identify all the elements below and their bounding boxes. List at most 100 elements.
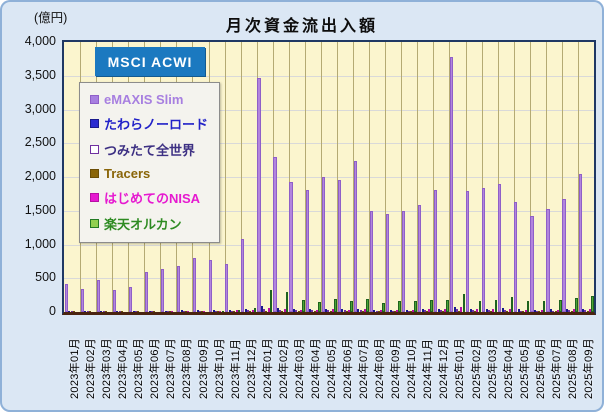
bar-はじめてのNISA [187, 310, 190, 312]
bar-たわらノーロード [180, 310, 183, 312]
bar-eMAXIS Slim [482, 187, 486, 312]
bar-eMAXIS Slim [450, 56, 454, 312]
x-tick-label: 2024年04月 [309, 337, 322, 399]
bar-Tracers [490, 311, 493, 312]
bar-はじめてのNISA [492, 308, 495, 312]
h-gridline [64, 210, 594, 212]
v-gridline [288, 42, 290, 312]
bar-Tracers [442, 311, 445, 312]
legend-swatch-icon [90, 145, 99, 154]
bar-たわらノーロード [277, 307, 280, 312]
y-tick-label: 4,000 [24, 34, 56, 48]
bar-eMAXIS Slim [369, 210, 373, 312]
v-gridline [417, 42, 419, 312]
bar-はじめてのNISA [251, 309, 254, 312]
bar-eMAXIS Slim [530, 216, 534, 312]
y-tick-label: 3,500 [24, 67, 56, 82]
bar-はじめてのNISA [540, 309, 543, 312]
bar-eMAXIS Slim [273, 156, 277, 312]
h-gridline [64, 75, 594, 77]
bar-つみたて全世界 [472, 310, 474, 312]
v-gridline [561, 42, 563, 312]
x-tick-label: 2025年04月 [502, 337, 515, 399]
bar-つみたて全世界 [102, 311, 105, 312]
bar-はじめてのNISA [380, 309, 383, 312]
bar-楽天オルカン [591, 296, 594, 312]
bar-楽天オルカン [285, 292, 289, 312]
bar-たわらノーロード [405, 309, 408, 312]
bar-Tracers [281, 310, 284, 312]
bar-Tracers [538, 311, 541, 312]
bar-はじめてのNISA [556, 309, 559, 312]
bar-eMAXIS Slim [128, 287, 133, 312]
legend-swatch-icon [90, 95, 99, 104]
bar-楽天オルカン [446, 300, 450, 312]
bar-eMAXIS Slim [433, 189, 438, 312]
legend: eMAXIS Slim たわらノーロード つみたて全世界 Tracers はじめてのNI… [79, 82, 220, 243]
x-tick-label: 2023年07月 [165, 337, 178, 399]
bar-はじめてのNISA [315, 309, 318, 312]
bar-つみたて全世界 [327, 309, 330, 312]
bar-eMAXIS Slim [337, 179, 341, 312]
bar-たわらノーロード [485, 308, 488, 312]
bar-たわらノーロード [469, 308, 472, 312]
h-gridline [64, 109, 594, 111]
bar-Tracers [474, 311, 477, 312]
bar-つみたて全世界 [584, 310, 587, 312]
bar-つみたて全世界 [86, 311, 89, 312]
bar-つみたて全世界 [295, 309, 298, 312]
bar-eMAXIS Slim [96, 279, 100, 312]
bar-はじめてのNISA [460, 307, 463, 312]
x-tick-label: 2024年11月 [422, 338, 435, 399]
bar-楽天オルカン [398, 300, 401, 312]
bar-たわらノーロード [550, 309, 553, 312]
bar-たわらノーロード [196, 310, 199, 312]
v-gridline [481, 42, 483, 312]
bar-つみたて全世界 [247, 310, 250, 312]
bar-つみたて全世界 [536, 310, 539, 312]
bar-Tracers [153, 311, 155, 312]
bar-eMAXIS Slim [321, 177, 325, 312]
bar-Tracers [377, 311, 380, 312]
bar-Tracers [249, 310, 252, 312]
v-gridline [449, 42, 451, 312]
bar-eMAXIS Slim [385, 214, 389, 312]
bar-つみたて全世界 [150, 311, 153, 312]
bar-たわらノーロード [582, 308, 585, 312]
bar-楽天オルカン [462, 294, 466, 312]
x-tick-label: 2023年10月 [213, 337, 226, 399]
bar-つみたて全世界 [359, 309, 362, 312]
bar-Tracers [570, 311, 573, 312]
bar-Tracers [297, 311, 300, 312]
v-gridline [353, 42, 355, 312]
x-tick-label: 2024年01月 [261, 337, 274, 399]
bar-eMAXIS Slim [289, 182, 293, 312]
bar-はじめてのNISA [347, 309, 350, 312]
bar-つみたて全世界 [375, 310, 378, 312]
bar-たわらノーロード [501, 308, 504, 312]
bar-Tracers [120, 311, 123, 312]
bar-たわらノーロード [325, 308, 328, 312]
legend-label: たわらノーロード [104, 117, 209, 132]
bar-はじめてのNISA [331, 309, 334, 312]
x-tick-label: 2023年02月 [85, 337, 98, 399]
v-gridline [577, 42, 579, 312]
x-tick-label: 2024年07月 [358, 337, 371, 399]
bar-Tracers [201, 311, 204, 312]
bar-Tracers [329, 311, 332, 312]
x-tick-label: 2023年11月 [229, 338, 242, 399]
bar-eMAXIS Slim [80, 289, 84, 312]
bar-eMAXIS Slim [353, 160, 357, 312]
bar-つみたて全世界 [215, 310, 218, 312]
bar-たわらノーロード [244, 308, 247, 312]
bar-Tracers [345, 311, 348, 312]
bar-たわらノーロード [341, 309, 344, 312]
bar-つみたて全世界 [231, 310, 234, 312]
bar-つみたて全世界 [134, 311, 137, 312]
bar-eMAXIS Slim [193, 258, 197, 312]
bar-はじめてのNISA [363, 309, 366, 312]
bar-つみたて全世界 [391, 310, 394, 312]
v-gridline [497, 42, 499, 312]
x-axis: 2023年01月 2023年02月 2023年03月 2023年04月 2023年05月… [62, 317, 596, 409]
legend-label: はじめてのNISA [104, 191, 201, 206]
